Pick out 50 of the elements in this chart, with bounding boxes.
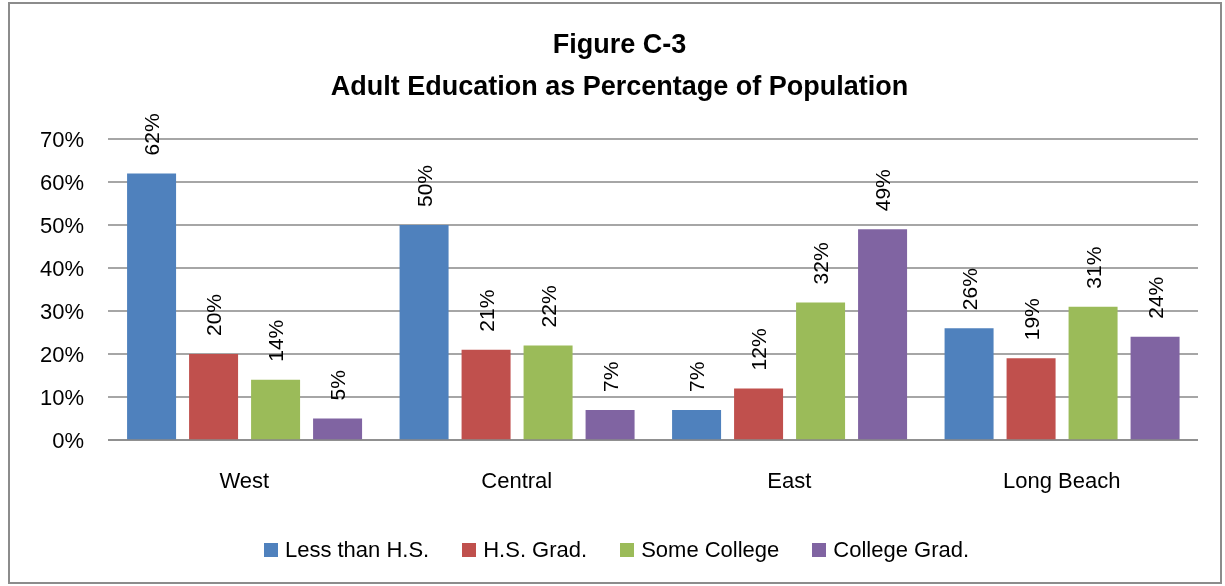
data-label: 49% (871, 169, 895, 212)
data-label: 21% (474, 289, 498, 332)
bar (858, 229, 908, 440)
bar (399, 225, 449, 440)
bar (734, 388, 784, 440)
y-tick-label: 0% (52, 427, 84, 453)
bar (251, 379, 301, 440)
data-label: 62% (140, 113, 164, 156)
legend-label: College Grad. (833, 536, 970, 564)
bar (1068, 306, 1118, 440)
legend-label: Some College (641, 536, 780, 564)
y-tick-label: 40% (39, 255, 84, 281)
data-label: 5% (326, 370, 350, 401)
data-label: 20% (202, 293, 226, 336)
y-tick-label: 50% (39, 212, 84, 238)
legend-label: H.S. Grad. (483, 536, 588, 564)
data-label: 24% (1143, 276, 1167, 319)
x-tick-label: West (219, 467, 270, 493)
x-tick-label: Long Beach (1003, 467, 1121, 493)
bar (127, 173, 177, 440)
y-tick-label: 10% (39, 384, 84, 410)
data-label: 12% (747, 328, 771, 371)
bar (585, 409, 635, 440)
chart-subtitle: Adult Education as Percentage of Population (330, 71, 909, 101)
y-tick-label: 20% (39, 341, 84, 367)
legend-label: Less than H.S. (284, 536, 430, 564)
data-label: 26% (957, 268, 981, 311)
bar (523, 345, 573, 440)
bar (672, 409, 722, 440)
bar (796, 302, 846, 440)
y-tick-label: 30% (39, 298, 84, 324)
data-label: 31% (1081, 246, 1105, 289)
x-tick-label: East (767, 467, 812, 493)
bar (944, 328, 994, 440)
y-tick-label: 70% (39, 126, 84, 152)
data-label: 14% (264, 319, 288, 362)
bar (1130, 336, 1180, 440)
y-tick-label: 60% (39, 169, 84, 195)
bar (189, 354, 239, 440)
bar (461, 349, 511, 440)
x-tick-label: Central (481, 467, 553, 493)
data-label: 7% (685, 361, 709, 392)
data-label: 50% (412, 164, 436, 207)
bar (313, 418, 363, 440)
data-label: 22% (536, 285, 560, 328)
data-label: 19% (1019, 298, 1043, 341)
data-label: 32% (809, 242, 833, 285)
chart-title: Figure C-3 (552, 29, 687, 59)
bar (1006, 358, 1056, 440)
data-label: 7% (598, 361, 622, 392)
